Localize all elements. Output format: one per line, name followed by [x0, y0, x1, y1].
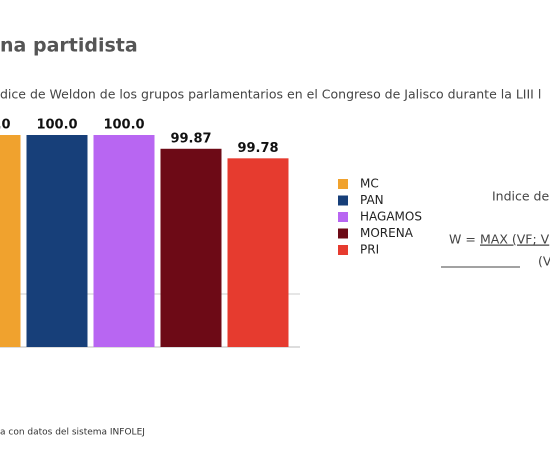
bar	[26, 135, 88, 347]
legend-swatch	[338, 245, 348, 255]
formula-title: Indice de	[492, 189, 549, 204]
value-label: 100.0	[103, 118, 144, 133]
value-label: 100.0	[36, 118, 77, 133]
legend-label: PAN	[360, 193, 384, 207]
formula-lhs: W =	[449, 232, 476, 247]
chart-title: na partidista	[0, 35, 138, 57]
bar	[0, 135, 21, 347]
value-label: 100.0	[0, 118, 11, 133]
legend-swatch	[338, 179, 348, 189]
chart-subtitle: dice de Weldon de los grupos parlamentar…	[0, 87, 541, 102]
legend-label: HAGAMOS	[360, 210, 422, 224]
legend-label: MORENA	[360, 226, 414, 240]
formula-denominator: (V	[538, 254, 550, 269]
formula-numerator: MAX (VF; V	[480, 232, 550, 247]
source-note: a con datos del sistema INFOLEJ	[0, 428, 145, 438]
value-label: 99.87	[170, 131, 211, 146]
bar	[227, 158, 289, 347]
legend-swatch	[338, 195, 348, 206]
value-label: 99.78	[237, 141, 278, 156]
bar	[93, 135, 155, 347]
legend-label: PRI	[360, 243, 379, 257]
bar	[160, 148, 222, 347]
legend-swatch	[338, 228, 348, 239]
legend-swatch	[338, 212, 348, 222]
legend-label: MC	[360, 177, 379, 191]
